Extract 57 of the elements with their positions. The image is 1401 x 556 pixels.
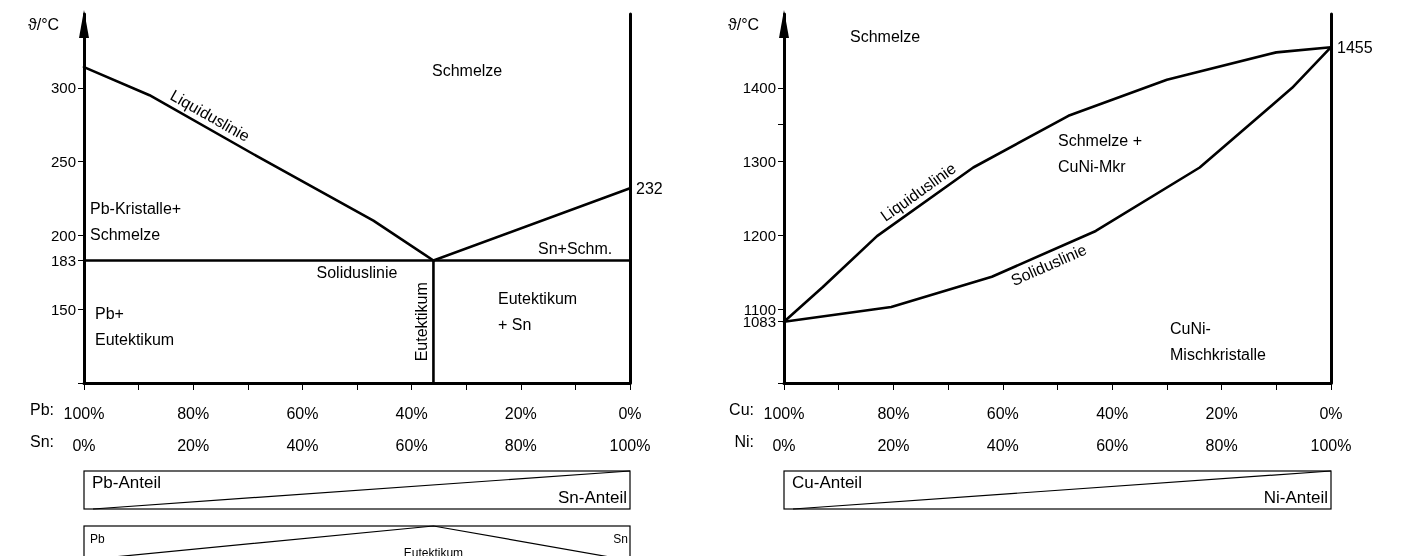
text: Pb xyxy=(90,532,105,547)
x2-tick-label: 60% xyxy=(286,404,319,422)
y-tick-label: 200 xyxy=(50,226,76,244)
text: Sn xyxy=(613,532,628,547)
x-tick-label: 20% xyxy=(177,436,210,454)
x2-tick-label: 40% xyxy=(395,404,428,422)
x-tick-label: 100% xyxy=(1310,436,1352,454)
x-tick-label: 60% xyxy=(395,436,428,454)
x2-tick-label: 40% xyxy=(1096,404,1129,422)
x2-tick-label: 0% xyxy=(1319,404,1343,422)
x-tick-label: 0% xyxy=(72,436,96,454)
x2-tick-label: 80% xyxy=(877,404,910,422)
x-tick-label: 40% xyxy=(986,436,1019,454)
x2-tick-label: 100% xyxy=(63,404,105,422)
x2-tick-label: 100% xyxy=(763,404,805,422)
x-tick-label: 40% xyxy=(286,436,319,454)
y-tick-label: 1300 xyxy=(742,153,776,171)
annotation: 232 xyxy=(636,179,663,197)
x2-tick-label: 20% xyxy=(504,404,537,422)
x-axis-title: Ni: xyxy=(734,432,754,452)
x-tick-label: 0% xyxy=(772,436,796,454)
annotation: Pb+ Eutektikum xyxy=(95,304,175,350)
x2-tick-label: 80% xyxy=(177,404,210,422)
x-tick-label: 60% xyxy=(1096,436,1129,454)
annotation: Pb-Kristalle+ Schmelze xyxy=(90,199,182,245)
y-axis-title: ϑ/°C xyxy=(28,15,60,33)
text: Sn-Anteil xyxy=(558,488,627,508)
x2-tick-label: 20% xyxy=(1205,404,1238,422)
x-tick-label: 80% xyxy=(504,436,537,454)
annotation: 1455 xyxy=(1337,38,1373,56)
y-axis-title: ϑ/°C xyxy=(728,15,760,33)
x2-axis-title: Pb: xyxy=(29,400,54,420)
y-tick-label: 1200 xyxy=(742,226,776,244)
annotation: CuNi- Mischkristalle xyxy=(1170,319,1267,365)
annotation: Sn+Schm. xyxy=(538,239,613,259)
annotation: Eutektikum + Sn xyxy=(498,289,578,335)
text: Ni-Anteil xyxy=(1263,488,1328,508)
x-tick-label: 100% xyxy=(609,436,651,454)
annotation: Schmelze + CuNi-Mkr xyxy=(1058,131,1143,177)
text: Pb-Anteil xyxy=(92,473,161,493)
x-tick-label: 20% xyxy=(877,436,910,454)
annotation: Schmelze xyxy=(432,61,503,81)
x2-axis-title: Cu: xyxy=(729,400,754,420)
y-tick-label: 1100 xyxy=(743,300,776,318)
y-tick-label: 250 xyxy=(50,153,76,171)
series-label: Soliduslinie xyxy=(316,263,398,281)
x-axis-title: Sn: xyxy=(29,432,54,452)
text: Eutektikum xyxy=(412,282,430,362)
x2-tick-label: 60% xyxy=(986,404,1019,422)
annotation: Schmelze xyxy=(850,27,921,47)
y-tick-label: 150 xyxy=(50,300,76,318)
text: Cu-Anteil xyxy=(792,473,862,493)
x-tick-label: 80% xyxy=(1205,436,1238,454)
y-tick-label: 1400 xyxy=(742,79,776,97)
y-tick-label: 183 xyxy=(50,251,76,269)
y-tick-label: 300 xyxy=(50,79,76,97)
x2-tick-label: 0% xyxy=(618,404,642,422)
